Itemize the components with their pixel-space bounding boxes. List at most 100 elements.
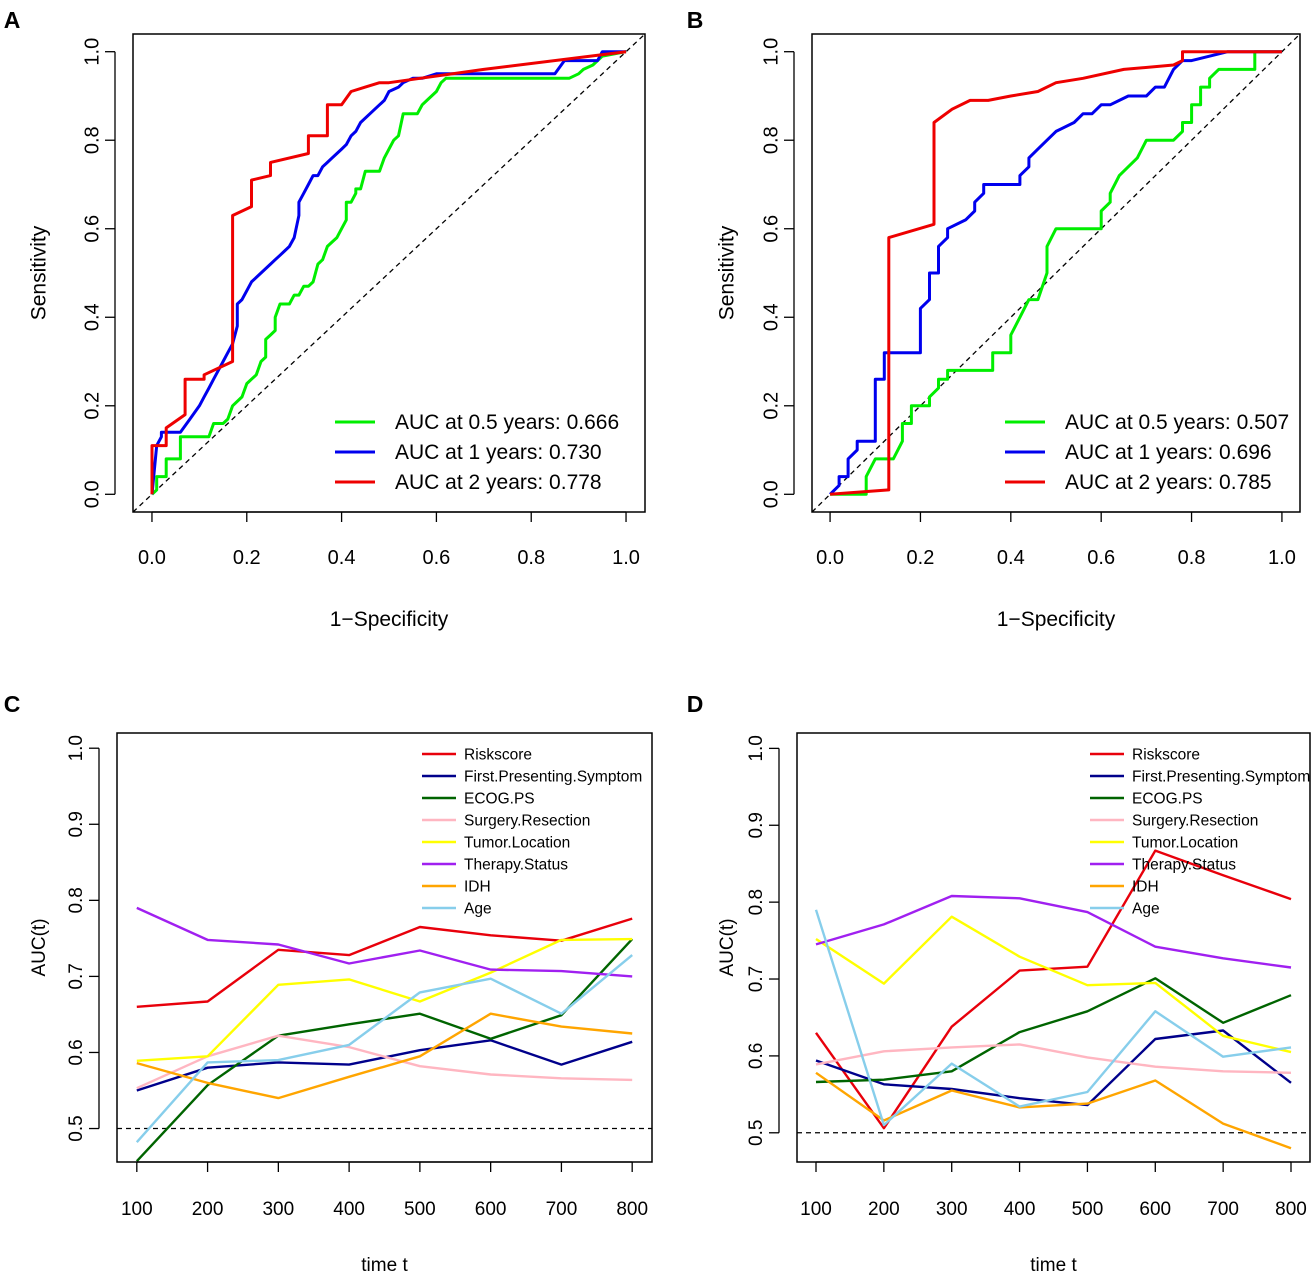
legend-label-first-presenting-symptom: First.Presenting.Symptom	[464, 769, 642, 786]
x-tick-label: 1.0	[1268, 547, 1296, 569]
y-tick-label: 0.4	[81, 303, 103, 331]
y-tick-label: 0.6	[81, 215, 103, 243]
x-tick-label: 0.0	[816, 547, 844, 569]
legend-label-auc-at-0-5-years-0-666: AUC at 0.5 years: 0.666	[395, 411, 619, 434]
legend-label-auc-at-1-years-0-730: AUC at 1 years: 0.730	[395, 441, 602, 464]
y-tick-label: 0.2	[760, 392, 782, 420]
legend: Riskscore First.Presenting.Symptom ECOG.PS…	[422, 747, 642, 918]
x-tick-label: 400	[1004, 1199, 1036, 1220]
x-tick-label: 600	[475, 1199, 507, 1220]
legend: Riskscore First.Presenting.Symptom ECOG.PS…	[1090, 747, 1310, 918]
x-axis-title: time t	[1030, 1255, 1077, 1273]
series-line-riskscore	[136, 917, 633, 1008]
legend-label-riskscore: Riskscore	[1132, 747, 1200, 764]
legend-label-auc-at-2-years-0-785: AUC at 2 years: 0.785	[1065, 471, 1272, 494]
series-line-auc-at-1-years-0-696	[829, 50, 1282, 496]
legend-label-age: Age	[464, 901, 492, 918]
x-tick-label: 100	[800, 1199, 832, 1220]
y-tick-label: 0.5	[66, 1115, 87, 1141]
y-tick-label: 0.9	[66, 811, 87, 837]
series-line-ecog-ps	[815, 977, 1292, 1084]
y-axis-title: Sensitivity	[28, 225, 51, 320]
y-axis-title: AUC(t)	[29, 918, 50, 976]
legend-label-auc-at-1-years-0-696: AUC at 1 years: 0.696	[1065, 441, 1272, 464]
y-tick-label: 0.8	[81, 126, 103, 154]
x-axis-title: 1−Specificity	[330, 608, 449, 631]
panel-letter-a: A	[4, 7, 21, 33]
x-tick-label: 600	[1139, 1199, 1171, 1220]
panel-a: A 0.0 0.2 0.4 0.6 0.8 1.0 0.0 0.2 0.4 0.6 0.8 1.0 1−S…	[4, 7, 646, 631]
legend-label-age: Age	[1132, 901, 1160, 918]
legend: AUC at 0.5 years: 0.507 AUC at 1 years: 0…	[1005, 411, 1289, 494]
legend-label-ecog-ps: ECOG.PS	[464, 791, 535, 808]
series-line-therapy-status	[815, 894, 1292, 969]
series-line-auc-at-0-5-years-0-507	[830, 50, 1282, 496]
x-tick-label: 500	[1072, 1199, 1104, 1220]
x-tick-label: 0.6	[1087, 547, 1115, 569]
y-tick-label: 1.0	[81, 38, 103, 66]
x-tick-label: 100	[121, 1199, 153, 1220]
x-axis-title: time t	[361, 1255, 408, 1273]
series-line-auc-at-2-years-0-785	[829, 50, 1282, 496]
legend-label-therapy-status: Therapy.Status	[1132, 857, 1236, 874]
legend-label-idh: IDH	[464, 879, 491, 896]
legend-label-first-presenting-symptom: First.Presenting.Symptom	[1132, 769, 1310, 786]
y-tick-label: 0.7	[746, 966, 767, 992]
series-line-age	[814, 909, 1292, 1127]
series-line-surgery-resection	[815, 1043, 1292, 1074]
legend-label-riskscore: Riskscore	[464, 747, 532, 764]
legend-label-tumor-location: Tumor.Location	[464, 835, 570, 852]
panel-b: B 0.0 0.2 0.4 0.6 0.8 1.0 0.0 0.2 0.4 0.6 0.8 1.0 1−S…	[687, 7, 1301, 631]
y-tick-label: 0.0	[760, 480, 782, 508]
panel-d: D 100 200 300 400 500 600 700 800 0.5 0.6 0.7 0.8 0.9…	[687, 691, 1311, 1273]
y-tick-label: 0.8	[760, 126, 782, 154]
series-line-surgery-resection	[136, 1034, 633, 1090]
series-line-tumor-location	[815, 915, 1292, 1054]
legend-label-ecog-ps: ECOG.PS	[1132, 791, 1203, 808]
y-tick-label: 0.6	[66, 1039, 87, 1065]
y-tick-label: 0.6	[760, 215, 782, 243]
x-tick-label: 200	[192, 1199, 224, 1220]
legend-label-therapy-status: Therapy.Status	[464, 857, 568, 874]
x-tick-label: 0.4	[997, 547, 1025, 569]
x-tick-label: 0.6	[423, 547, 451, 569]
y-tick-label: 0.6	[746, 1043, 767, 1069]
panel-c: C 100 200 300 400 500 600 700 800 0.5 0.6 0.7 0.8 0.9…	[4, 691, 653, 1273]
x-tick-label: 500	[404, 1199, 436, 1220]
x-tick-label: 0.0	[138, 547, 166, 569]
y-tick-label: 0.8	[66, 887, 87, 913]
legend-label-auc-at-2-years-0-778: AUC at 2 years: 0.778	[395, 471, 602, 494]
y-tick-label: 0.4	[760, 303, 782, 331]
panel-letter-c: C	[4, 691, 21, 717]
series-line-auc-at-0-5-years-0-666	[150, 50, 627, 496]
y-axis-title: AUC(t)	[717, 918, 738, 976]
x-tick-label: 0.4	[328, 547, 356, 569]
x-tick-label: 0.2	[907, 547, 935, 569]
x-tick-label: 700	[546, 1199, 578, 1220]
x-tick-label: 800	[1275, 1199, 1307, 1220]
x-tick-label: 200	[868, 1199, 900, 1220]
x-tick-label: 0.8	[517, 547, 545, 569]
series-line-idh	[136, 1012, 633, 1100]
x-tick-label: 800	[616, 1199, 648, 1220]
y-tick-label: 0.8	[746, 889, 767, 915]
legend-label-tumor-location: Tumor.Location	[1132, 835, 1238, 852]
legend-label-auc-at-0-5-years-0-507: AUC at 0.5 years: 0.507	[1065, 411, 1289, 434]
y-tick-label: 1.0	[746, 735, 767, 761]
legend: AUC at 0.5 years: 0.666 AUC at 1 years: 0…	[335, 411, 619, 494]
x-tick-label: 0.8	[1178, 547, 1206, 569]
x-axis-title: 1−Specificity	[997, 608, 1116, 631]
legend-label-surgery-resection: Surgery.Resection	[464, 813, 590, 830]
y-tick-label: 0.0	[81, 480, 103, 508]
legend-label-idh: IDH	[1132, 879, 1159, 896]
series-line-age	[135, 954, 633, 1143]
series-line-tumor-location	[136, 937, 633, 1062]
y-tick-label: 0.9	[746, 812, 767, 838]
series-line-therapy-status	[136, 906, 633, 978]
y-tick-label: 0.5	[746, 1120, 767, 1146]
x-tick-label: 300	[936, 1199, 968, 1220]
y-tick-label: 0.2	[81, 392, 103, 420]
y-axis-title: Sensitivity	[716, 225, 739, 320]
y-tick-label: 1.0	[760, 38, 782, 66]
